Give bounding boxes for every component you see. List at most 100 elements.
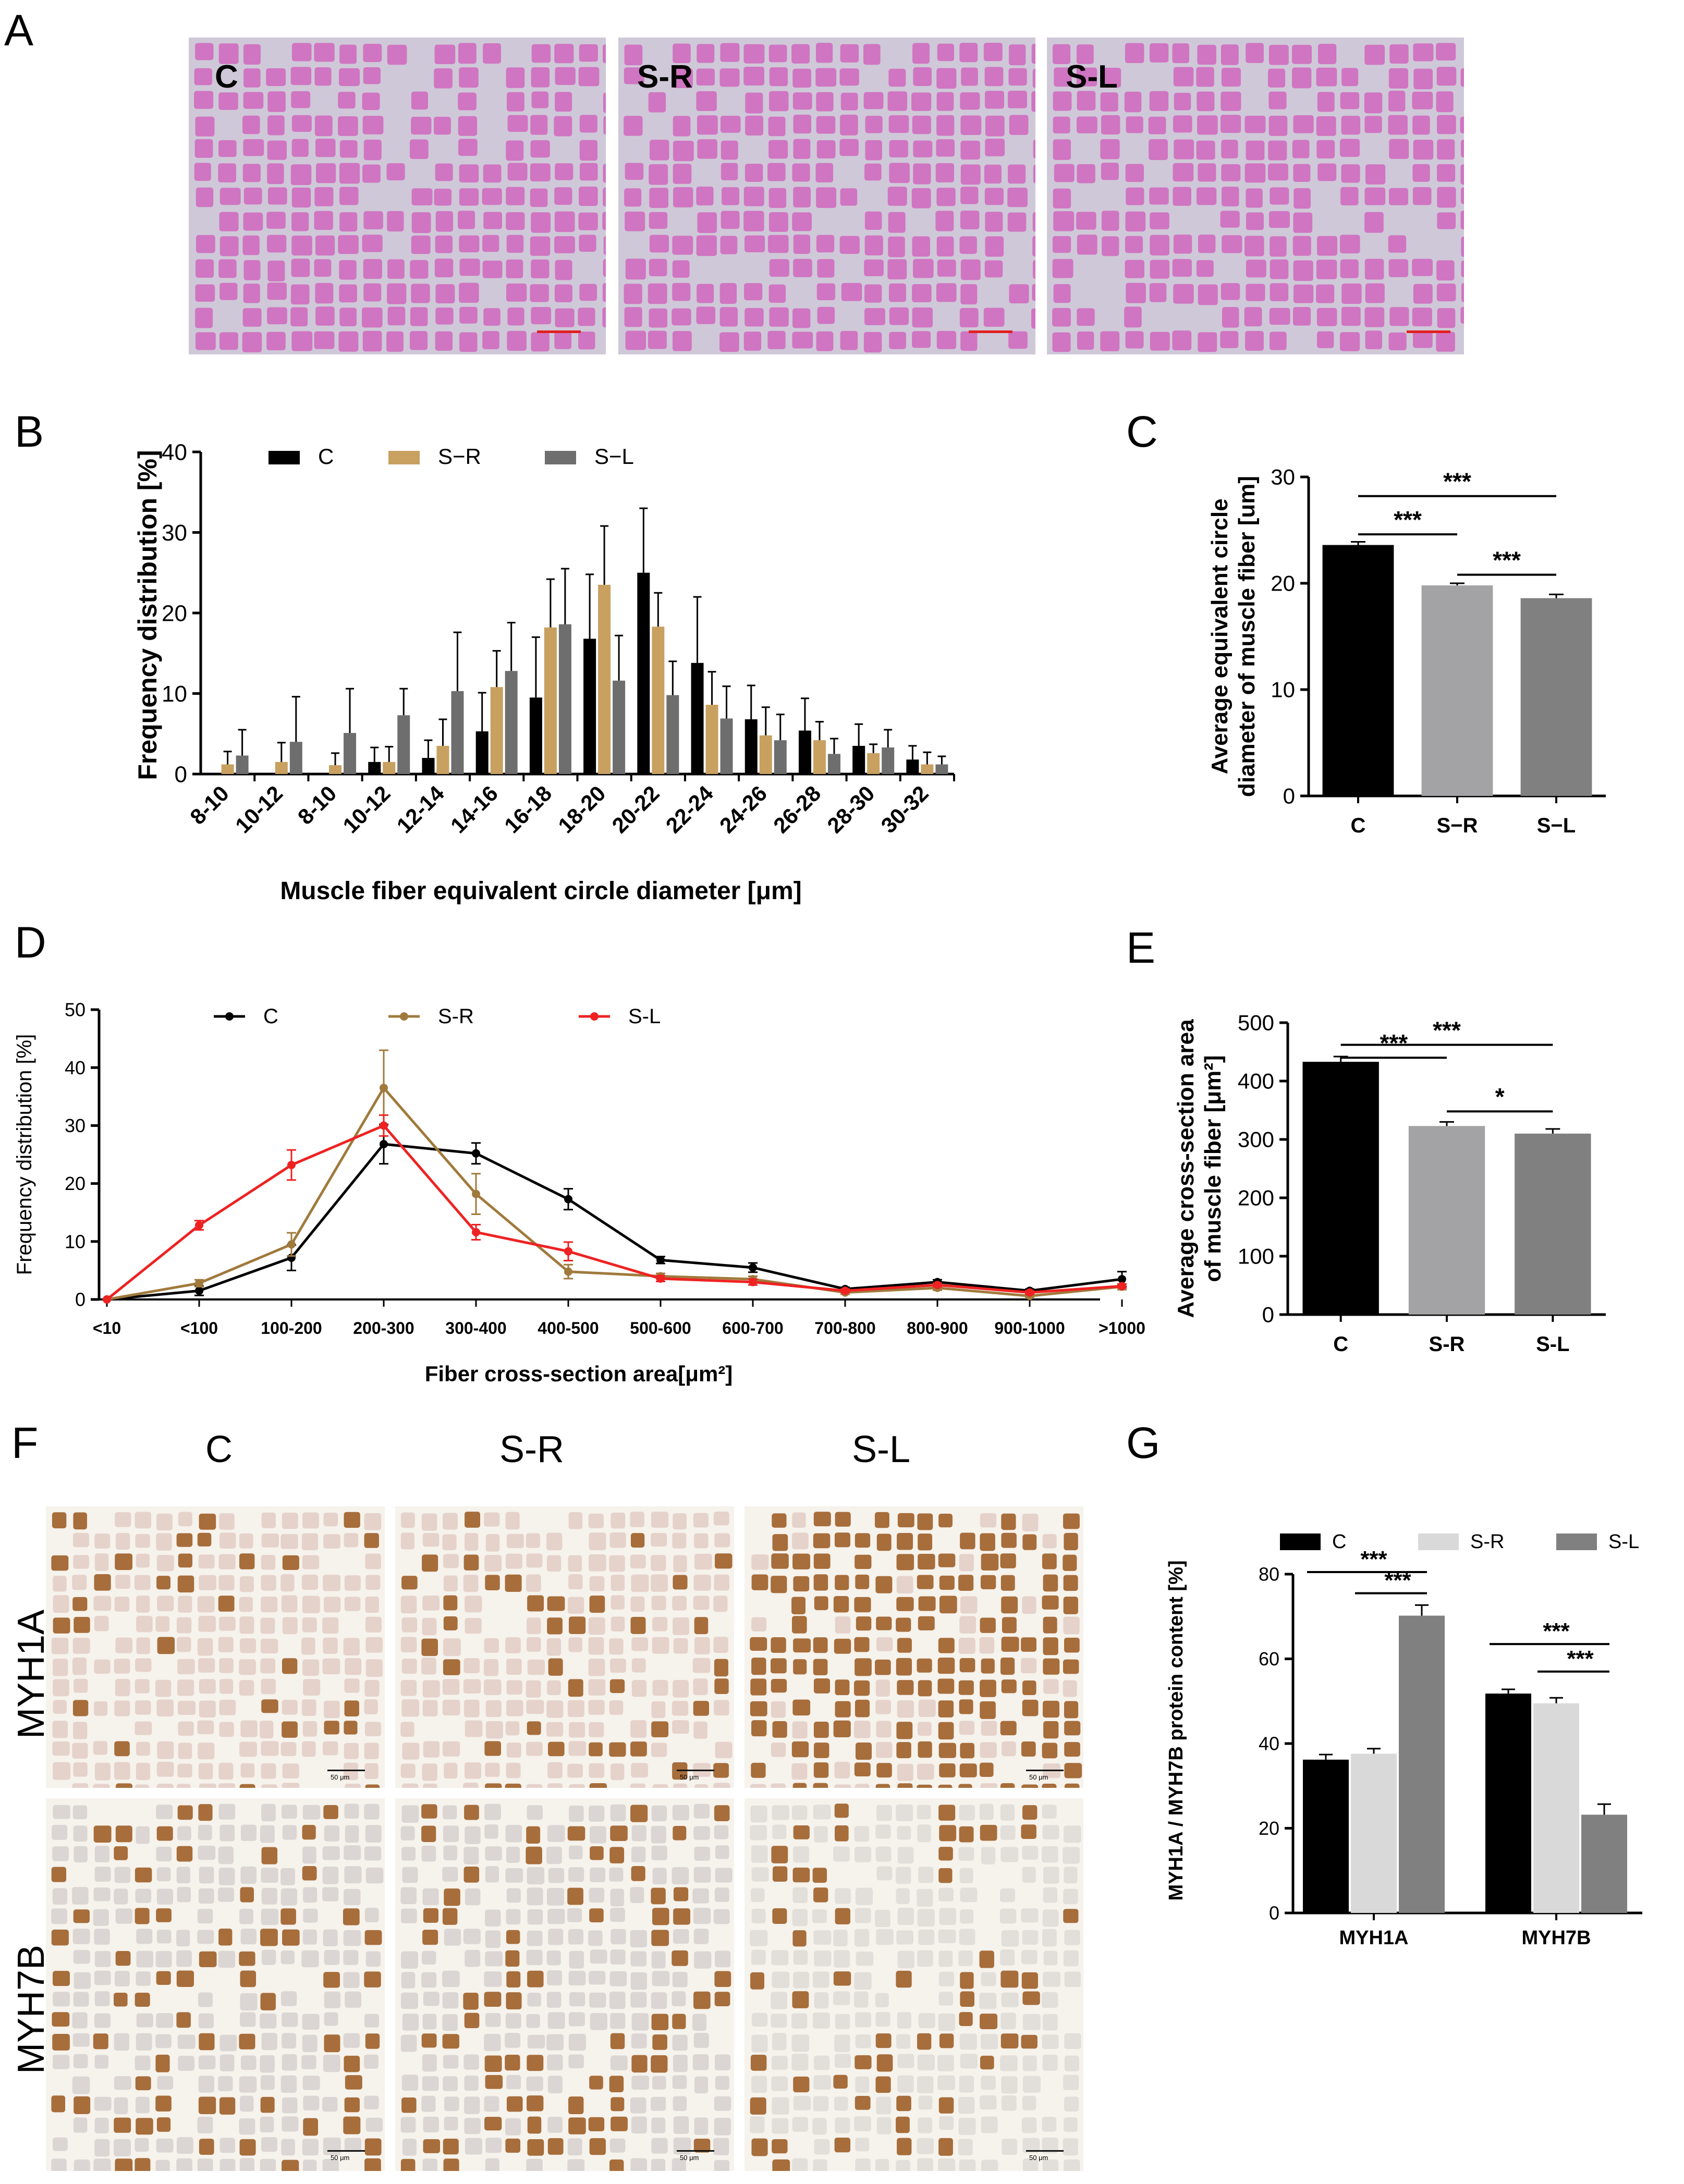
muscle-fiber xyxy=(1317,163,1337,181)
muscle-fiber xyxy=(156,1784,174,1788)
muscle-fiber xyxy=(835,1908,850,1924)
muscle-fiber xyxy=(135,1658,152,1672)
muscle-fiber xyxy=(315,235,335,256)
muscle-fiber xyxy=(896,1722,913,1739)
muscle-fiber xyxy=(115,1825,132,1843)
muscle-fiber xyxy=(459,306,478,324)
muscle-fiber xyxy=(673,1783,688,1788)
muscle-fiber xyxy=(136,1741,150,1756)
muscle-fiber xyxy=(291,259,310,277)
muscle-fiber xyxy=(458,139,478,156)
muscle-fiber xyxy=(115,1553,133,1570)
muscle-fiber xyxy=(1042,1909,1059,1927)
muscle-fiber xyxy=(94,1553,109,1571)
muscle-fiber xyxy=(400,1908,417,1923)
muscle-fiber xyxy=(1008,68,1027,86)
muscle-fiber xyxy=(218,43,239,64)
muscle-fiber xyxy=(896,1658,912,1676)
muscle-fiber xyxy=(401,2075,419,2091)
muscle-fiber xyxy=(177,1679,194,1696)
muscle-fiber xyxy=(876,1721,892,1738)
muscle-fiber xyxy=(814,1596,828,1611)
muscle-fiber xyxy=(554,116,572,137)
muscle-fiber xyxy=(74,1846,88,1863)
muscle-fiber xyxy=(387,306,406,326)
muscle-fiber xyxy=(322,1866,339,1884)
muscle-fiber xyxy=(302,1659,320,1676)
muscle-fiber xyxy=(401,1617,418,1633)
scale-bar-label: 50 μm xyxy=(1029,2154,1048,2162)
muscle-fiber xyxy=(981,1553,999,1570)
muscle-fiber xyxy=(696,306,716,324)
muscle-fiber xyxy=(218,1596,235,1612)
chart-g-y-tick-label: 80 xyxy=(1259,1564,1279,1585)
muscle-fiber xyxy=(917,1575,934,1589)
muscle-fiber xyxy=(863,92,884,109)
muscle-fiber xyxy=(1269,308,1290,325)
muscle-fiber xyxy=(960,1596,978,1614)
muscle-fiber xyxy=(302,1596,320,1614)
muscle-fiber xyxy=(980,1617,996,1633)
muscle-fiber xyxy=(465,1762,481,1779)
muscle-fiber xyxy=(767,235,789,253)
muscle-fiber xyxy=(1196,67,1214,87)
muscle-fiber xyxy=(74,1678,88,1693)
muscle-fiber xyxy=(242,235,260,255)
muscle-fiber xyxy=(1389,44,1409,64)
muscle-fiber xyxy=(958,1784,972,1788)
muscle-fiber xyxy=(896,2095,911,2112)
muscle-fiber xyxy=(94,2117,109,2133)
muscle-fiber xyxy=(1001,1596,1018,1614)
muscle-fiber xyxy=(918,2095,933,2110)
muscle-fiber xyxy=(1042,1553,1057,1569)
muscle-fiber xyxy=(897,2138,912,2155)
muscle-fiber xyxy=(1174,139,1194,159)
muscle-fiber xyxy=(1364,187,1386,205)
muscle-fiber xyxy=(1102,68,1121,88)
muscle-fiber xyxy=(745,235,765,252)
muscle-fiber xyxy=(589,1576,605,1591)
muscle-fiber xyxy=(959,1826,974,1843)
muscle-fiber xyxy=(875,1993,889,2007)
muscle-fiber xyxy=(422,1930,438,1945)
muscle-fiber xyxy=(339,212,358,232)
muscle-fiber xyxy=(282,2116,299,2132)
muscle-fiber xyxy=(1100,331,1120,351)
muscle-fiber xyxy=(939,2033,954,2048)
muscle-fiber xyxy=(302,2034,318,2053)
muscle-fiber xyxy=(338,92,356,109)
muscle-fiber xyxy=(1064,1701,1079,1719)
muscle-fiber xyxy=(771,2055,788,2070)
muscle-fiber xyxy=(771,1950,789,1966)
muscle-fiber xyxy=(840,44,859,63)
muscle-fiber xyxy=(813,1553,831,1569)
muscle-fiber xyxy=(1341,116,1361,135)
muscle-fiber xyxy=(835,1512,851,1527)
muscle-fiber xyxy=(936,115,955,136)
muscle-fiber xyxy=(526,1846,542,1864)
muscle-fiber xyxy=(400,1826,415,1841)
muscle-fiber xyxy=(1173,235,1192,254)
muscle-fiber xyxy=(793,139,811,159)
muscle-fiber xyxy=(769,67,788,87)
chart-d-legend-label: C xyxy=(263,1005,278,1028)
muscle-fiber xyxy=(197,1532,212,1547)
muscle-fiber xyxy=(482,188,502,205)
muscle-fiber xyxy=(1173,163,1194,182)
muscle-fiber xyxy=(751,2138,768,2156)
muscle-fiber xyxy=(1150,260,1170,279)
muscle-fiber xyxy=(959,1763,977,1777)
muscle-fiber xyxy=(814,1743,829,1758)
chart-b-y-tick-label: 30 xyxy=(162,520,187,546)
muscle-fiber xyxy=(875,1846,892,1862)
muscle-fiber xyxy=(442,1534,457,1551)
muscle-fiber xyxy=(1032,236,1035,257)
muscle-fiber xyxy=(1316,284,1335,303)
muscle-fiber xyxy=(1001,1532,1017,1548)
muscle-fiber xyxy=(197,1930,214,1944)
muscle-fiber xyxy=(52,1512,67,1529)
muscle-fiber xyxy=(897,2012,911,2029)
muscle-fiber xyxy=(768,188,787,208)
muscle-fiber xyxy=(840,115,858,136)
muscle-fiber xyxy=(218,1554,236,1569)
